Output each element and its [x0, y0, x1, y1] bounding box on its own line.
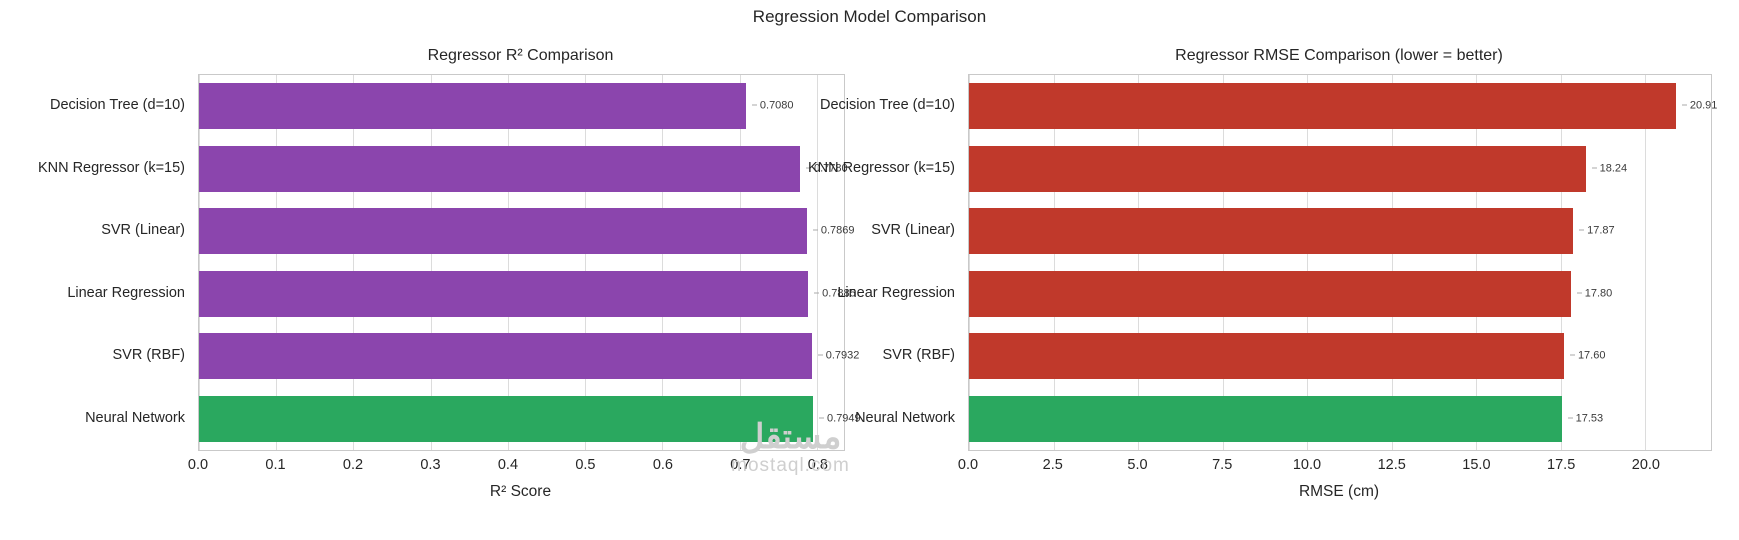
plot-area: 20.91 18.24 17.87 17.80 17.60 17.53 — [968, 74, 1717, 451]
gridline — [816, 75, 818, 450]
y-tick-label: KNN Regressor (k=15) — [37, 159, 185, 176]
bar — [199, 145, 800, 192]
bar — [199, 395, 814, 442]
x-tick-label: 12.5 — [1377, 457, 1406, 473]
x-tick-label: 0.6 — [652, 457, 673, 473]
bar — [199, 208, 807, 255]
y-axis-labels: Decision Tree (d=10) KNN Regressor (k=15)… — [8, 74, 198, 481]
bar — [199, 333, 812, 380]
gridline — [662, 75, 664, 450]
bar — [969, 270, 1571, 317]
gridline — [1138, 75, 1140, 450]
gridline — [1222, 75, 1224, 450]
x-axis-ticks: 0.0 0.1 0.2 0.3 0.4 0.5 0.6 0.7 0.8 — [188, 457, 845, 481]
bar — [199, 270, 809, 317]
bar — [969, 145, 1586, 192]
bar-value-label: 0.7780 — [806, 163, 848, 174]
x-tick-label: 10.0 — [1292, 457, 1322, 473]
gridline — [1560, 75, 1562, 450]
plot-area: 0.7080 0.7780 0.7869 0.7885 0.7932 0.7949 — [198, 74, 861, 451]
bar-value-label: 17.80 — [1577, 288, 1613, 299]
bar — [969, 83, 1676, 130]
x-tick-label: 15.0 — [1462, 457, 1491, 473]
x-tick-label: 0.0 — [187, 457, 209, 473]
x-tick-label: 0.5 — [575, 457, 596, 473]
x-tick-label: 17.5 — [1547, 457, 1576, 473]
gridline — [1053, 75, 1055, 450]
bar — [199, 83, 746, 130]
gridline — [276, 75, 278, 450]
bar — [969, 333, 1564, 380]
x-axis-label: RMSE (cm) — [1298, 483, 1380, 500]
y-tick-label: SVR (RBF) — [882, 347, 956, 364]
gridline — [1645, 75, 1647, 450]
plot-column: 0.7080 0.7780 0.7869 0.7885 0.7932 0.7949 0.0… — [188, 74, 861, 481]
x-tick-label: 20.0 — [1631, 457, 1661, 473]
x-tick-label: 7.5 — [1212, 457, 1233, 473]
bar-value-label: 17.53 — [1568, 413, 1604, 424]
x-axis-ticks: 0.0 2.5 5.0 7.5 10.0 12.5 15.0 17.5 20.0 — [958, 457, 1712, 481]
x-tick-label: 0.4 — [497, 457, 519, 473]
bar — [969, 208, 1574, 255]
gridline — [430, 75, 432, 450]
x-tick-label: 0.2 — [342, 457, 364, 473]
plot-column: 20.91 18.24 17.87 17.80 17.60 17.53 0.0 2.5 5.0… — [958, 74, 1717, 481]
y-axis-labels: Decision Tree (d=10) KNN Regressor (k=15)… — [772, 74, 968, 481]
gridline — [739, 75, 741, 450]
y-tick-label: KNN Regressor (k=15) — [807, 159, 955, 176]
bar-value-label: 0.7949 — [819, 413, 861, 424]
bar-value-label: 17.87 — [1579, 225, 1615, 237]
x-tick-label: 0.0 — [957, 457, 979, 473]
y-tick-label: SVR (Linear) — [101, 222, 185, 239]
bar-value-label: 18.24 — [1592, 163, 1628, 174]
bar-value-label: 17.60 — [1570, 350, 1606, 362]
x-tick-label: 0.1 — [265, 457, 286, 473]
bar-value-label: 0.7885 — [814, 288, 856, 299]
bar-value-label: 20.91 — [1682, 100, 1718, 112]
y-tick-label: Linear Regression — [67, 284, 185, 301]
chart-rmse-panel: Regressor RMSE Comparison (lower = bette… — [772, 44, 1717, 501]
y-tick-label: SVR (RBF) — [112, 347, 186, 364]
x-axis-label: R² Score — [489, 483, 552, 500]
chart-title: Regressor RMSE Comparison (lower = bette… — [1175, 47, 1503, 64]
bar-value-label: 0.7932 — [818, 350, 860, 362]
chart-body: Decision Tree (d=10) KNN Regressor (k=15)… — [8, 74, 861, 481]
gridline — [199, 75, 200, 450]
bar-value-label: 0.7869 — [813, 225, 855, 237]
x-tick-label: 0.8 — [807, 457, 828, 473]
y-tick-label: SVR (Linear) — [871, 222, 955, 239]
chart-body: Decision Tree (d=10) KNN Regressor (k=15)… — [772, 74, 1717, 481]
figure-title: Regression Model Comparison — [752, 7, 987, 26]
bar-value-label: 0.7080 — [752, 100, 794, 112]
chart-r2-panel: Regressor R² Comparison Decision Tree (d… — [8, 44, 861, 501]
bar — [969, 395, 1562, 442]
gridline — [1307, 75, 1309, 450]
x-tick-label: 2.5 — [1042, 457, 1063, 473]
y-tick-label: Linear Regression — [837, 284, 955, 301]
x-tick-label: 0.3 — [420, 457, 441, 473]
chart-title: Regressor R² Comparison — [427, 47, 614, 64]
y-tick-label: Decision Tree (d=10) — [820, 97, 955, 114]
gridline — [585, 75, 587, 450]
gridline — [969, 75, 970, 450]
y-tick-label: Decision Tree (d=10) — [50, 97, 185, 114]
x-tick-label: 0.7 — [730, 457, 751, 473]
y-tick-label: Neural Network — [85, 409, 185, 426]
gridline — [353, 75, 355, 450]
gridline — [1476, 75, 1478, 450]
y-tick-label: Neural Network — [855, 409, 955, 426]
gridline — [507, 75, 509, 450]
x-tick-label: 5.0 — [1127, 457, 1148, 473]
gridline — [1391, 75, 1393, 450]
